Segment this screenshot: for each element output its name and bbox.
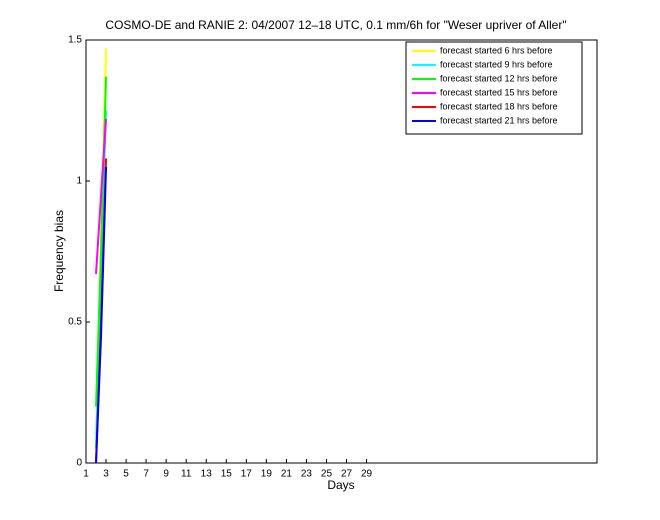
x-tick-label: 17 (241, 469, 253, 480)
y-tick-label: 1.5 (68, 35, 82, 46)
x-tick-label: 3 (103, 469, 109, 480)
legend-label: forecast started 12 hrs before (440, 73, 558, 83)
series-line (95, 118, 108, 275)
legend-label: forecast started 15 hrs before (440, 87, 558, 97)
x-tick-label: 21 (281, 469, 293, 480)
x-tick-label: 1 (83, 469, 89, 480)
x-tick-label: 27 (341, 469, 353, 480)
x-tick-label: 11 (181, 469, 192, 480)
x-axis-label: Days (327, 478, 354, 492)
series-line (95, 166, 108, 464)
y-tick-label: 1 (76, 176, 82, 187)
x-tick-label: 7 (143, 469, 149, 480)
x-tick-label: 23 (301, 469, 313, 480)
legend-label: forecast started 21 hrs before (440, 115, 558, 125)
legend-label: forecast started 9 hrs before (440, 59, 553, 69)
y-axis-label: Frequency bias (52, 210, 66, 292)
x-tick-label: 29 (361, 469, 373, 480)
x-tick-label: 13 (201, 469, 213, 480)
y-tick-label: 0 (76, 458, 82, 469)
x-tick-label: 25 (321, 469, 333, 480)
chart-title: COSMO-DE and RANIE 2: 04/2007 12–18 UTC,… (105, 18, 566, 32)
x-tick-label: 9 (163, 469, 169, 480)
legend-box (405, 41, 583, 135)
legend-label: forecast started 18 hrs before (440, 101, 558, 111)
x-tick-label: 15 (221, 469, 233, 480)
x-tick-label: 19 (261, 469, 273, 480)
x-tick-label: 5 (123, 469, 129, 480)
y-tick-label: 0.5 (68, 317, 82, 328)
legend-label: forecast started 6 hrs before (440, 45, 553, 55)
